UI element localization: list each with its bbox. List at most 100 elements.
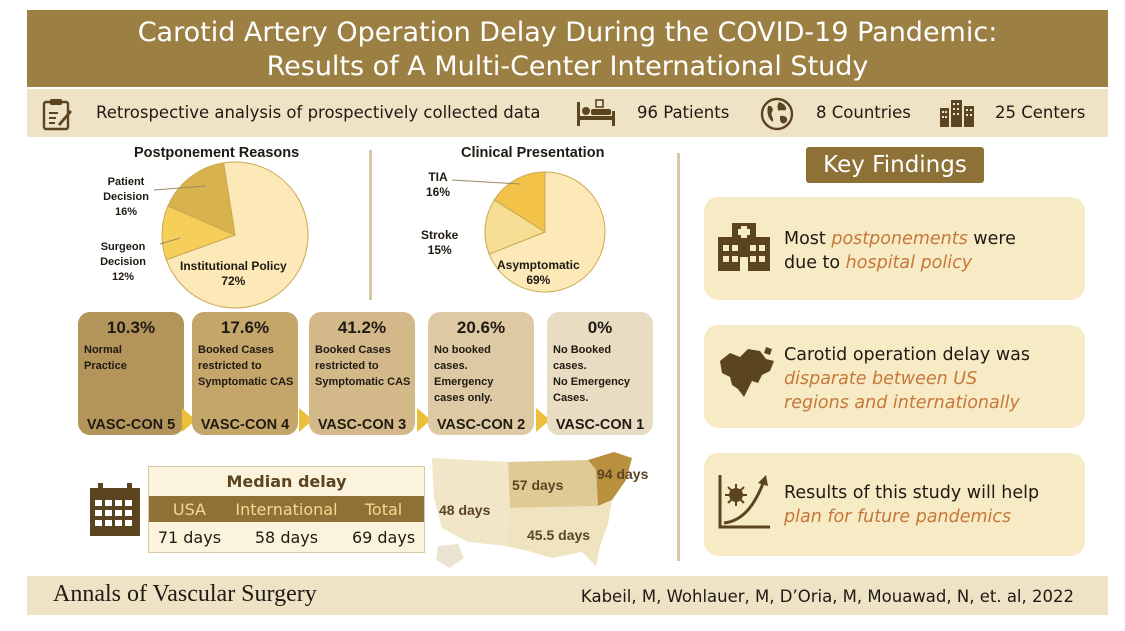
findings-divider <box>677 153 680 561</box>
pie2-label-stroke: Stroke 15% <box>421 228 458 258</box>
clinical-chart-title: Clinical Presentation <box>461 145 605 161</box>
vasc-con-3-desc-line: restricted to <box>315 360 379 372</box>
vasc-con-3-desc-line: Symptomatic CAS <box>315 376 411 388</box>
finding-emphasis: postponements <box>831 229 968 249</box>
clinical-presentation-pie <box>484 171 606 293</box>
map-alaska <box>436 544 464 568</box>
vasc-con-4-desc-line: restricted to <box>198 360 262 372</box>
vasc-con-5-card: 10.3% Normal Practice VASC-CON 5 <box>78 312 184 435</box>
pie1-label-surgeon-name: Surgeon Decision <box>100 241 146 268</box>
vasc-con-5-label: VASC-CON 5 <box>86 417 176 433</box>
vasc-con-1-desc-line: No Booked <box>553 344 612 356</box>
vasc-con-5-desc-line: Practice <box>84 360 127 372</box>
pie1-label-patient: Patient Decision 16% <box>98 175 154 220</box>
finding-emphasis: plan for future pandemics <box>784 507 1012 527</box>
pie1-label-patient-value: 16% <box>114 206 138 218</box>
vasc-con-4-desc: Booked Cases restricted to Symptomatic C… <box>192 342 298 390</box>
pie2-label-asymptomatic-value: 69% <box>526 273 551 287</box>
study-info-bar: Retrospective analysis of prospectively … <box>27 89 1108 137</box>
pie1-label-patient-name: Patient Decision <box>103 176 149 203</box>
pie-slice-institutional-policy <box>165 161 309 309</box>
vasc-con-1-desc-line: No Emergency <box>553 376 631 388</box>
finding-text: were <box>967 229 1016 249</box>
vasc-con-4-card: 17.6% Booked Cases restricted to Symptom… <box>192 312 298 435</box>
hospital-icon <box>718 223 770 271</box>
median-delay-title: Median delay <box>226 472 347 491</box>
vasc-con-2-desc-line: No booked <box>434 344 491 356</box>
vasc-con-2-desc: No booked cases. Emergency cases only. <box>428 342 534 406</box>
median-delay-table: Median delay USA International Total 71 … <box>148 466 425 553</box>
map-label-west: 48 days <box>439 502 491 518</box>
finding-text: Most <box>784 229 832 249</box>
finding-emphasis: regions and internationally <box>784 393 1020 413</box>
pie-slice-asymptomatic <box>488 171 606 293</box>
header-international: International <box>235 499 338 519</box>
pie-slice-tia <box>493 171 546 233</box>
map-label-midwest: 57 days <box>512 477 564 493</box>
pie2-leader-line <box>451 179 521 185</box>
north-america-map-icon <box>720 347 774 397</box>
pie2-label-tia-value: 16% <box>426 185 451 199</box>
finding-card-disparity: Carotid operation delay was disparate be… <box>704 325 1085 428</box>
vasc-con-1-desc-line: Cases. <box>553 392 589 404</box>
median-delay-value-row: 71 days 58 days 69 days <box>149 522 424 552</box>
value-total: 69 days <box>351 527 416 547</box>
footer-bar: Annals of Vascular Surgery Kabeil, M, Wo… <box>27 576 1108 615</box>
vasc-con-5-desc-line: Normal <box>84 344 122 356</box>
vasc-con-4-desc-line: Booked Cases <box>198 344 274 356</box>
title-banner: Carotid Artery Operation Delay During th… <box>27 10 1108 87</box>
globe-icon <box>760 97 794 131</box>
median-delay-header-row: USA International Total <box>149 496 424 522</box>
key-findings-title: Key Findings <box>806 147 984 183</box>
postponement-reasons-pie <box>161 161 309 309</box>
title-line-1: Carotid Artery Operation Delay During th… <box>137 17 998 48</box>
finding-text: Carotid operation delay was <box>784 345 1030 365</box>
finding-policy-text: Most postponements were due to hospital … <box>784 227 1016 275</box>
header-usa: USA <box>172 499 206 519</box>
virus-growth-chart-icon <box>718 475 770 529</box>
clipboard-icon <box>42 99 72 131</box>
finding-emphasis: disparate between US <box>784 369 978 389</box>
pie-slice-stroke <box>484 199 547 255</box>
journal-name: Annals of Vascular Surgery <box>53 581 317 607</box>
calendar-icon <box>90 483 140 536</box>
finding-card-future: Results of this study will help plan for… <box>704 453 1085 556</box>
vasc-con-5-percent: 10.3% <box>106 318 156 337</box>
vasc-con-3-desc-line: Booked Cases <box>315 344 391 356</box>
value-usa: 71 days <box>157 527 222 547</box>
postponement-chart-title: Postponement Reasons <box>134 145 300 161</box>
finding-text: Results of this study will help <box>784 483 1040 503</box>
header-total: Total <box>364 499 403 519</box>
title-line-2: Results of A Multi-Center International … <box>266 51 869 82</box>
study-design-text: Retrospective analysis of prospectively … <box>96 103 541 122</box>
vasc-con-1-percent: 0% <box>587 318 613 337</box>
us-regions-map <box>432 452 632 568</box>
map-region-northeast <box>588 452 632 506</box>
pie1-label-surgeon: Surgeon Decision 12% <box>95 240 151 285</box>
vasc-con-1-desc-line: cases. <box>553 360 587 372</box>
map-region-midwest <box>508 460 598 508</box>
pie2-label-asymptomatic-name: Asymptomatic <box>497 258 580 272</box>
hospital-bed-icon <box>577 99 615 126</box>
vasc-con-3-percent: 41.2% <box>337 318 387 337</box>
finding-future-text: Results of this study will help plan for… <box>784 481 1039 529</box>
pie-slice-patient-decision <box>167 162 236 236</box>
pie2-label-tia: TIA 16% <box>426 170 450 200</box>
pie2-label-tia-name: TIA <box>428 170 448 184</box>
vasc-con-4-percent: 17.6% <box>220 318 270 337</box>
map-label-south: 45.5 days <box>527 527 591 543</box>
finding-card-policy: Most postponements were due to hospital … <box>704 197 1085 300</box>
charts-divider <box>369 150 372 300</box>
vasc-con-2-percent: 20.6% <box>456 318 506 337</box>
level-arrow <box>536 408 550 432</box>
vasc-con-3-desc: Booked Cases restricted to Symptomatic C… <box>309 342 415 390</box>
pie1-label-institutional-value: 72% <box>221 274 246 288</box>
vasc-con-2-label: VASC-CON 2 <box>436 417 526 433</box>
map-region-south <box>506 500 612 566</box>
finding-text: due to <box>784 253 846 273</box>
value-international: 58 days <box>254 527 319 547</box>
map-region-west <box>432 458 510 546</box>
pie1-label-institutional: Institutional Policy 72% <box>180 259 287 289</box>
vasc-con-4-label: VASC-CON 4 <box>200 417 290 433</box>
vasc-con-3-card: 41.2% Booked Cases restricted to Symptom… <box>309 312 415 435</box>
